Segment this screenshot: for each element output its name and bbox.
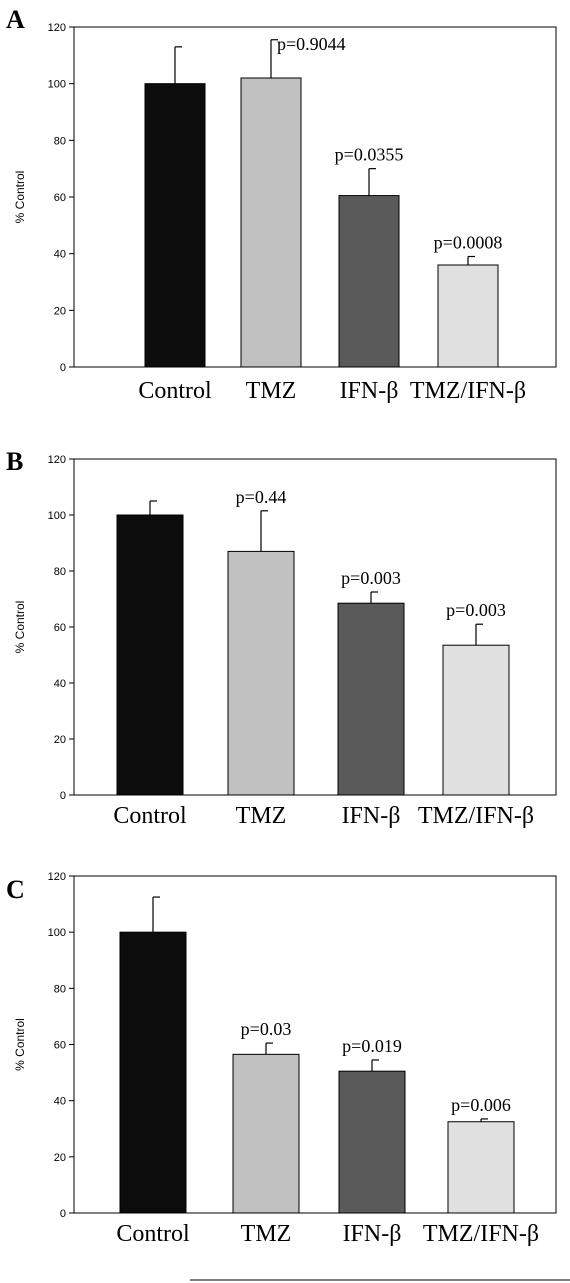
p-value-label: p=0.006 [451,1095,511,1115]
bar [447,1121,515,1214]
y-tick-label: 20 [54,305,66,317]
y-tick-label: 60 [54,192,66,204]
bar [337,602,405,796]
bar [116,514,184,796]
y-tick-label: 0 [60,790,66,802]
p-value-label: p=0.0008 [434,233,503,253]
y-tick-label: 0 [60,1208,66,1220]
y-tick-label: 60 [54,1040,66,1052]
bar [227,550,295,796]
y-tick-label: 100 [48,510,66,522]
y-tick-label: 20 [54,1152,66,1164]
y-tick-label: 120 [48,454,66,466]
p-value-label: p=0.03 [241,1019,292,1039]
y-tick-label: 120 [48,22,66,34]
y-tick-label: 60 [54,622,66,634]
bar [240,77,302,368]
y-tick-label: 80 [54,566,66,578]
p-value-label: p=0.003 [341,568,401,588]
y-tick-label: 80 [54,135,66,147]
category-label: Control [116,1221,190,1247]
y-tick-label: 80 [54,983,66,995]
category-label: Control [138,378,212,404]
p-value-label: p=0.9044 [277,34,346,54]
category-label: TMZ [241,1221,292,1247]
bar [338,195,400,368]
category-label: IFN-β [343,1221,402,1247]
y-tick-label: 0 [60,362,66,374]
p-value-label: p=0.0355 [335,145,404,165]
bar [442,644,510,796]
category-label: TMZ [246,378,297,404]
panel-letter: B [6,447,23,476]
y-tick-label: 100 [48,927,66,939]
y-axis-label: % Control [13,171,27,224]
category-label: IFN-β [340,378,399,404]
bar [232,1053,300,1214]
y-axis-label: % Control [13,601,27,654]
y-tick-label: 40 [54,678,66,690]
panel-letter: A [6,5,25,34]
y-axis-label: % Control [13,1018,27,1071]
bar [338,1070,406,1214]
p-value-label: p=0.019 [342,1036,402,1056]
p-value-label: p=0.003 [446,600,506,620]
y-tick-label: 40 [54,1096,66,1108]
y-tick-label: 40 [54,249,66,261]
bar [144,83,206,368]
category-label: IFN-β [342,803,401,829]
bar [119,931,187,1214]
category-label: TMZ/IFN-β [423,1221,539,1247]
bar [437,264,499,368]
y-tick-label: 120 [48,871,66,883]
panel-letter: C [6,875,25,904]
category-label: TMZ/IFN-β [410,378,526,404]
y-tick-label: 100 [48,79,66,91]
category-label: TMZ [236,803,287,829]
y-tick-label: 20 [54,734,66,746]
category-label: TMZ/IFN-β [418,803,534,829]
p-value-label: p=0.44 [236,487,287,507]
category-label: Control [113,803,187,829]
